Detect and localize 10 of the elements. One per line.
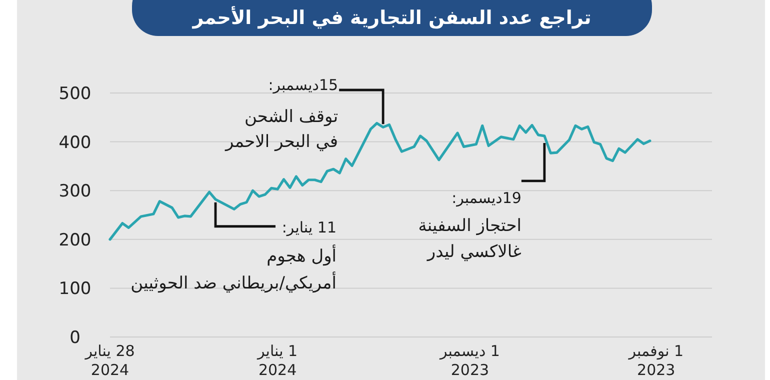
annotation: 15ديسمبر: توقف الشحن في البحر الاحمر (224, 76, 338, 152)
chart-title: تراجع عدد السفن التجارية في البحر الأحمر (192, 6, 592, 29)
annotation: 11 يناير: أول هجوم أمريكي/بريطاني ضد الحوثيين (130, 218, 337, 294)
y-tick-label: 200 (58, 230, 92, 250)
y-tick-label: 0 (70, 328, 80, 348)
y-tick-label: 300 (58, 182, 92, 202)
annotation: 19ديسمبر: احتجاز السفينة غالاكسي ليدر (418, 188, 522, 262)
y-tick-label: 400 (58, 132, 92, 153)
y-tick-label: 500 (58, 84, 92, 104)
y-tick-label: 100 (58, 279, 92, 300)
